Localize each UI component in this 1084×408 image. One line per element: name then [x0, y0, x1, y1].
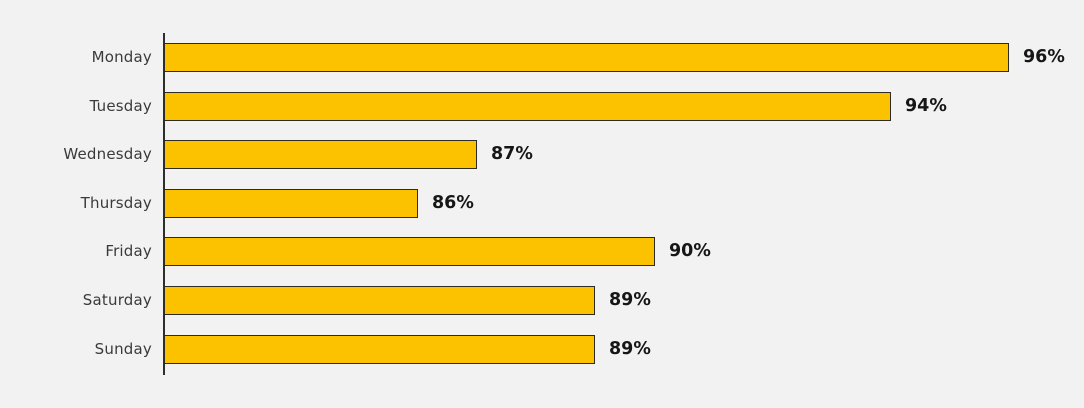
bar	[164, 140, 477, 170]
bar	[164, 237, 655, 267]
category-label: Wednesday	[63, 145, 152, 164]
bar-row: Wednesday 87%	[0, 140, 1084, 170]
bar-row: Thursday 86%	[0, 188, 1084, 218]
bar	[164, 43, 1009, 72]
bar-row: Saturday 89%	[0, 286, 1084, 315]
value-label: 86%	[432, 192, 474, 213]
bar	[164, 286, 595, 315]
bar	[164, 91, 891, 121]
bar-row: Friday 90%	[0, 237, 1084, 267]
bar-row: Monday 96%	[0, 43, 1084, 72]
bar-row: Sunday 89%	[0, 334, 1084, 364]
value-label: 94%	[905, 95, 947, 116]
category-label: Thursday	[80, 193, 152, 212]
value-label: 90%	[669, 241, 711, 262]
value-label: 96%	[1023, 47, 1065, 67]
category-label: Monday	[91, 48, 152, 66]
bar	[164, 188, 418, 218]
value-label: 89%	[609, 338, 651, 359]
category-label: Saturday	[82, 291, 152, 309]
category-label: Friday	[105, 242, 152, 261]
bar-row: Tuesday 94%	[0, 91, 1084, 121]
category-label: Tuesday	[89, 96, 152, 115]
value-label: 87%	[491, 144, 533, 165]
value-label: 89%	[609, 290, 651, 310]
category-label: Sunday	[94, 339, 152, 358]
bar	[164, 334, 595, 364]
